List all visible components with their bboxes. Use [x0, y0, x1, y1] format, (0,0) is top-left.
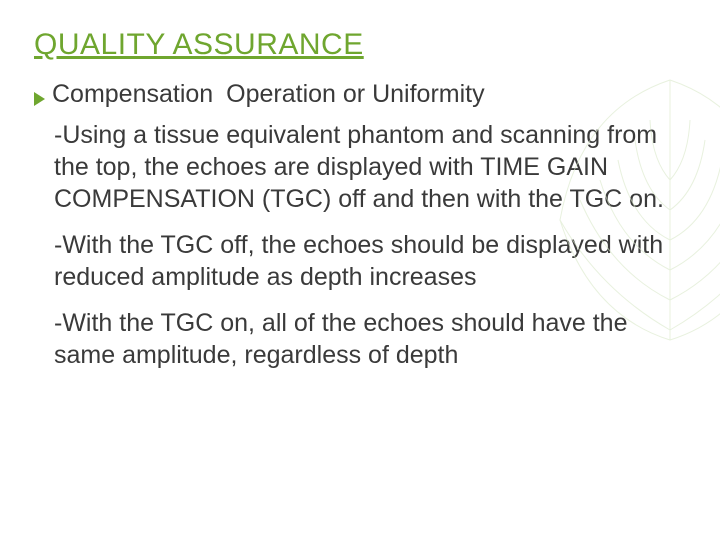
paragraph: -With the TGC on, all of the echoes shou… [54, 307, 684, 371]
play-bullet-icon [34, 92, 45, 106]
body-block: -Using a tissue equivalent phantom and s… [54, 119, 686, 371]
slide-title: QUALITY ASSURANCE [34, 28, 686, 62]
bullet-lead: Compensation [52, 80, 213, 108]
bullet-line: Compensation Operation or Uniformity [34, 80, 686, 109]
bullet-rest: Operation or Uniformity [226, 80, 484, 108]
paragraph: -Using a tissue equivalent phantom and s… [54, 119, 684, 215]
bullet-topic: Compensation Operation or Uniformity [52, 80, 485, 109]
paragraph: -With the TGC off, the echoes should be … [54, 229, 684, 293]
slide: QUALITY ASSURANCE Compensation Operation… [0, 0, 720, 540]
